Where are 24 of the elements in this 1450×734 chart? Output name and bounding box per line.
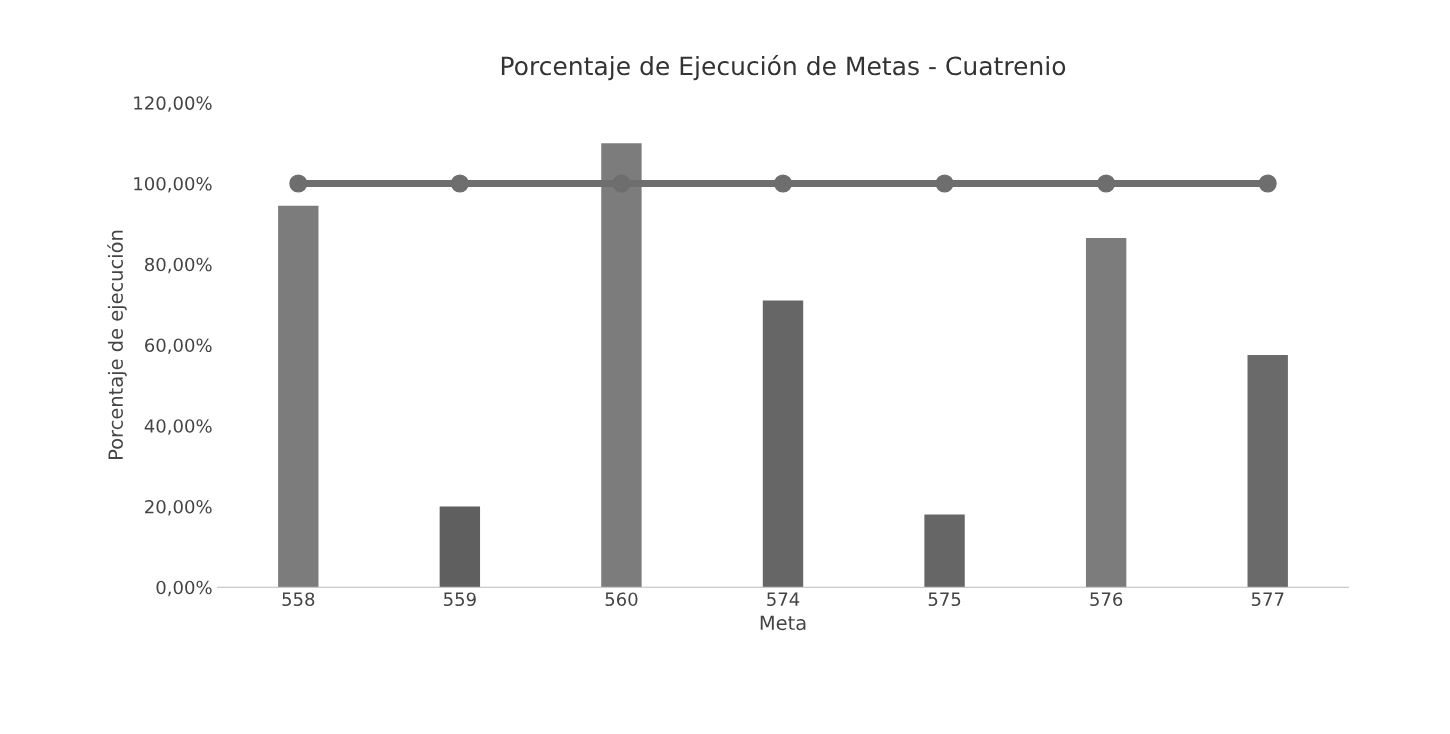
y-tick-label: 60,00% — [145, 338, 212, 354]
x-tick-label: 560 — [605, 592, 638, 607]
y-tick-label: 80,00% — [145, 257, 212, 274]
x-tick-label: 558 — [282, 592, 315, 607]
y-tick-label: 100,00% — [134, 176, 212, 193]
x-axis-title: Meta — [760, 615, 806, 631]
x-tick-label: 576 — [1090, 592, 1123, 607]
bar — [278, 205, 319, 588]
x-tick-label: 559 — [444, 592, 476, 607]
x-tick-label: 574 — [767, 592, 800, 607]
y-tick-label: 120,00% — [134, 96, 212, 112]
bar — [762, 300, 804, 588]
bar — [924, 514, 965, 588]
chart-title: Porcentaje de Ejecución de Metas - Cuatrenio — [501, 54, 1066, 81]
x-tick-label: 575 — [928, 592, 961, 607]
y-tick-label: 40,00% — [144, 419, 212, 435]
y-tick-label: 20,00% — [145, 499, 212, 516]
y-tick-label: 0,00% — [156, 580, 212, 597]
bar — [1247, 355, 1288, 588]
y-axis-title: Porcentaje de ejecución — [107, 230, 127, 459]
bar — [1085, 238, 1127, 588]
x-tick-label: 577 — [1251, 592, 1284, 607]
bar — [601, 143, 642, 588]
bar — [439, 506, 481, 588]
